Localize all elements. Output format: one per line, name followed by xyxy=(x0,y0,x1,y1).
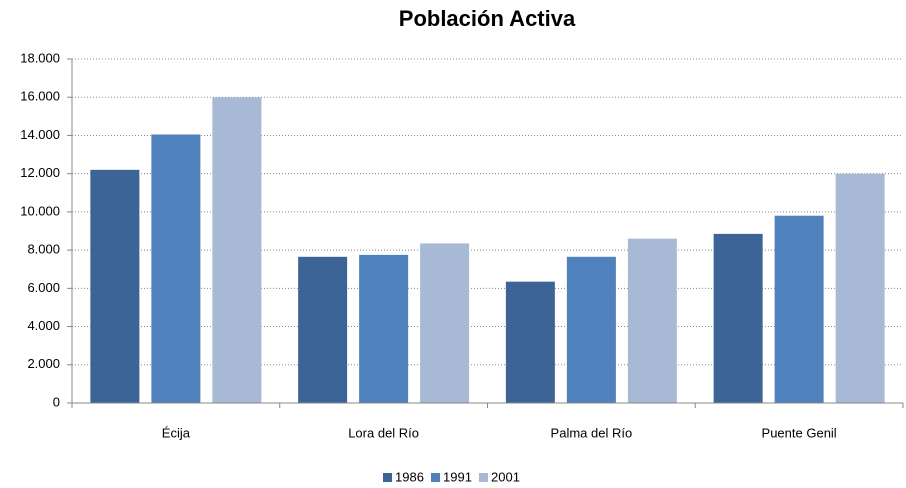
legend-swatch xyxy=(383,473,392,482)
bar xyxy=(505,281,555,403)
legend-swatch xyxy=(479,473,488,482)
y-tick-label: 14.000 xyxy=(20,127,60,142)
x-tick-label: Écija xyxy=(162,425,191,440)
legend-label: 1986 xyxy=(395,469,424,484)
legend-label: 2001 xyxy=(491,469,520,484)
bar xyxy=(713,233,763,403)
y-tick-label: 4.000 xyxy=(27,318,60,333)
y-tick-label: 0 xyxy=(53,394,60,409)
x-tick-label: Lora del Río xyxy=(348,425,419,440)
y-tick-label: 18.000 xyxy=(20,50,60,65)
bar xyxy=(566,256,616,403)
bar xyxy=(359,254,409,403)
legend-swatch xyxy=(431,473,440,482)
y-tick-label: 6.000 xyxy=(27,280,60,295)
y-tick-label: 16.000 xyxy=(20,89,60,104)
bar xyxy=(298,256,348,403)
bar xyxy=(212,97,262,403)
y-tick-label: 10.000 xyxy=(20,203,60,218)
bar xyxy=(627,238,677,403)
legend-label: 1991 xyxy=(443,469,472,484)
bar xyxy=(151,134,201,403)
bar xyxy=(774,215,824,403)
bar xyxy=(835,173,885,403)
bar xyxy=(420,243,470,403)
y-tick-label: 12.000 xyxy=(20,165,60,180)
y-tick-label: 2.000 xyxy=(27,356,60,371)
x-tick-label: Puente Genil xyxy=(762,425,837,440)
x-tick-label: Palma del Río xyxy=(551,425,633,440)
y-tick-label: 8.000 xyxy=(27,242,60,257)
bar xyxy=(90,169,140,403)
chart-title: Población Activa xyxy=(399,6,576,31)
